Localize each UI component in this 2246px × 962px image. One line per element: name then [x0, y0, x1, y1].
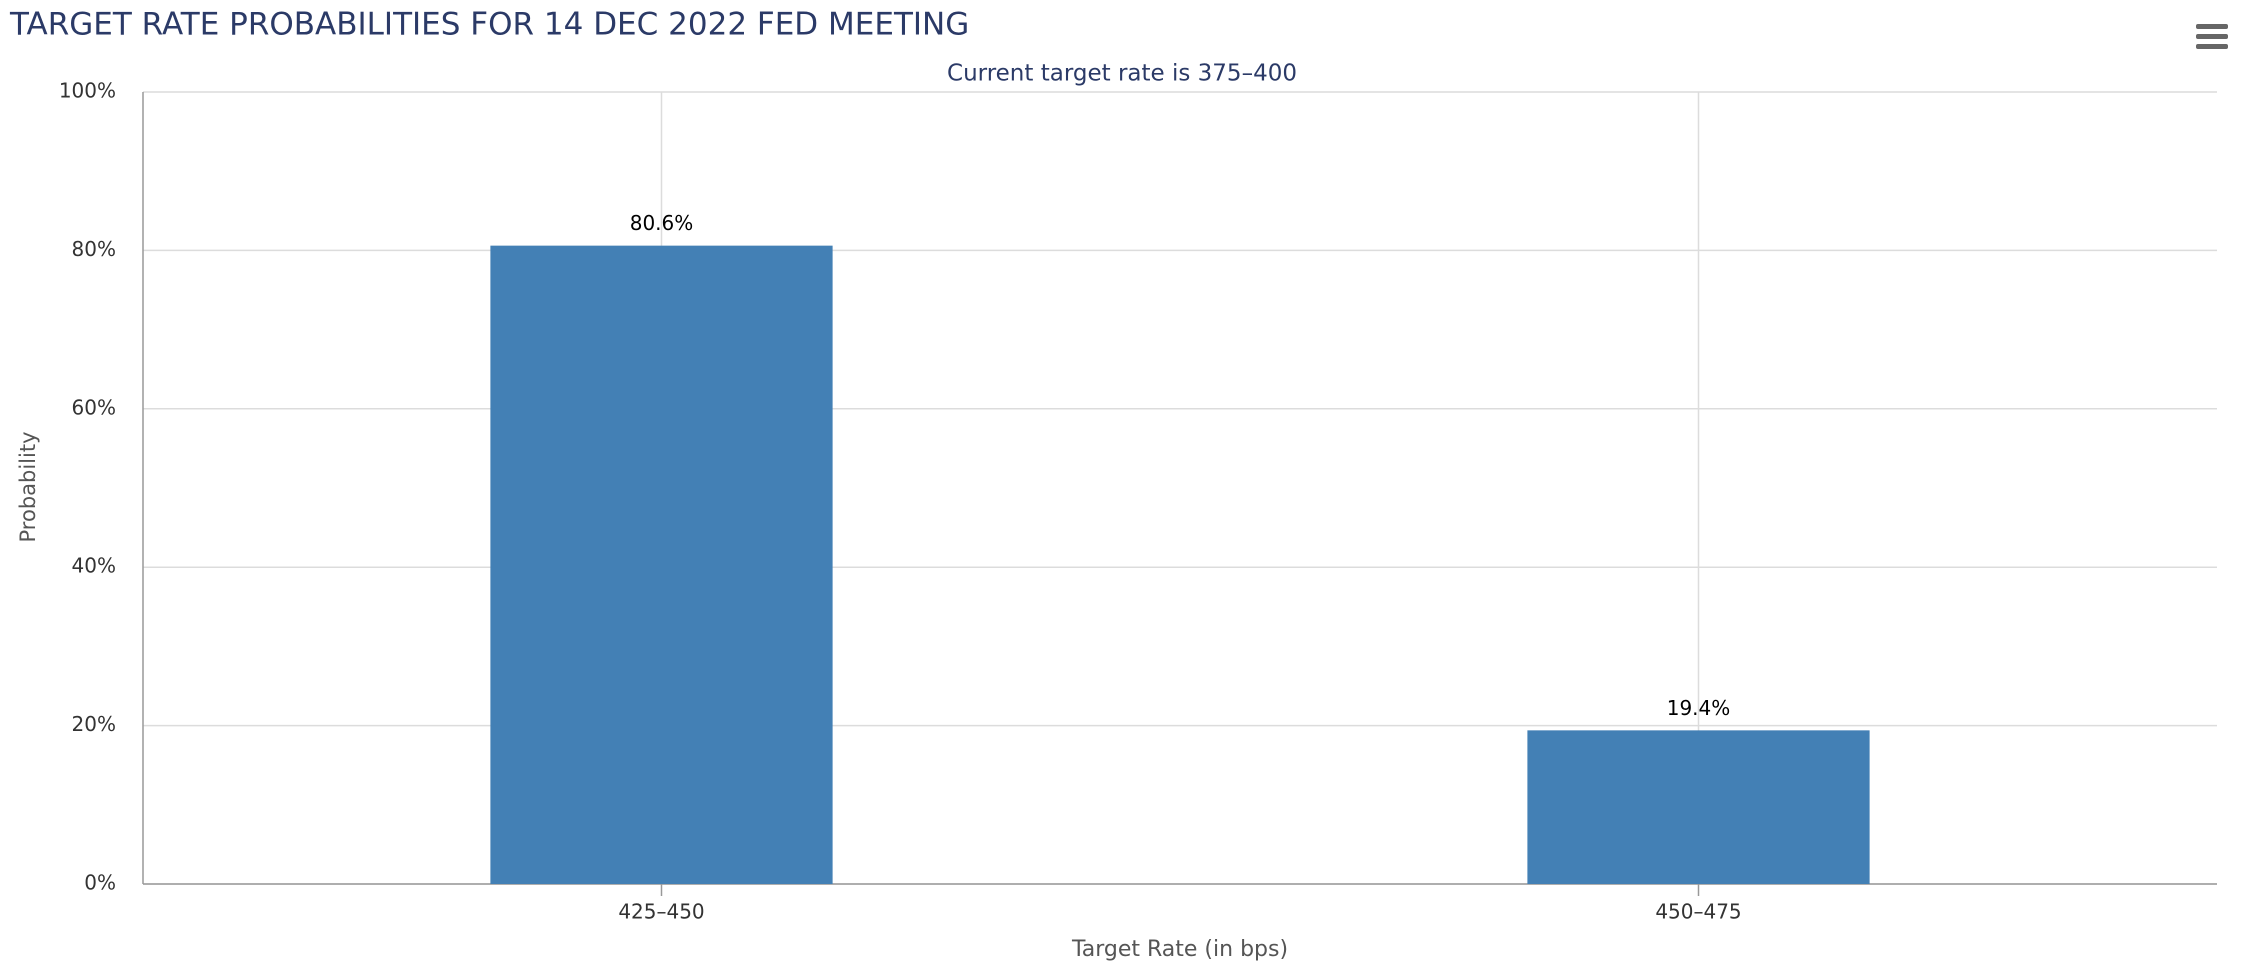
- y-tick-label: 40%: [72, 554, 116, 578]
- chart-title: TARGET RATE PROBABILITIES FOR 14 DEC 202…: [9, 7, 969, 43]
- menu-button[interactable]: [2196, 24, 2228, 49]
- data-label: 19.4%: [1667, 696, 1731, 720]
- y-tick-label: 20%: [72, 712, 116, 736]
- menu-bar: [2196, 44, 2228, 49]
- y-tick-label: 0%: [84, 871, 116, 895]
- x-axis-title: Target Rate (in bps): [1071, 937, 1288, 962]
- y-tick-label: 100%: [59, 79, 116, 103]
- y-axis-title: Probability: [16, 431, 40, 542]
- y-tick-label: 60%: [72, 395, 116, 419]
- bar: [1527, 730, 1870, 884]
- chart-subtitle: Current target rate is 375–400: [947, 61, 1297, 87]
- menu-bar: [2196, 34, 2228, 39]
- x-tick-label: 425–450: [618, 900, 704, 924]
- data-label: 80.6%: [630, 211, 694, 235]
- menu-bar: [2196, 24, 2228, 29]
- bar: [490, 245, 833, 884]
- x-tick-label: 450–475: [1655, 900, 1741, 924]
- y-tick-label: 80%: [72, 237, 116, 261]
